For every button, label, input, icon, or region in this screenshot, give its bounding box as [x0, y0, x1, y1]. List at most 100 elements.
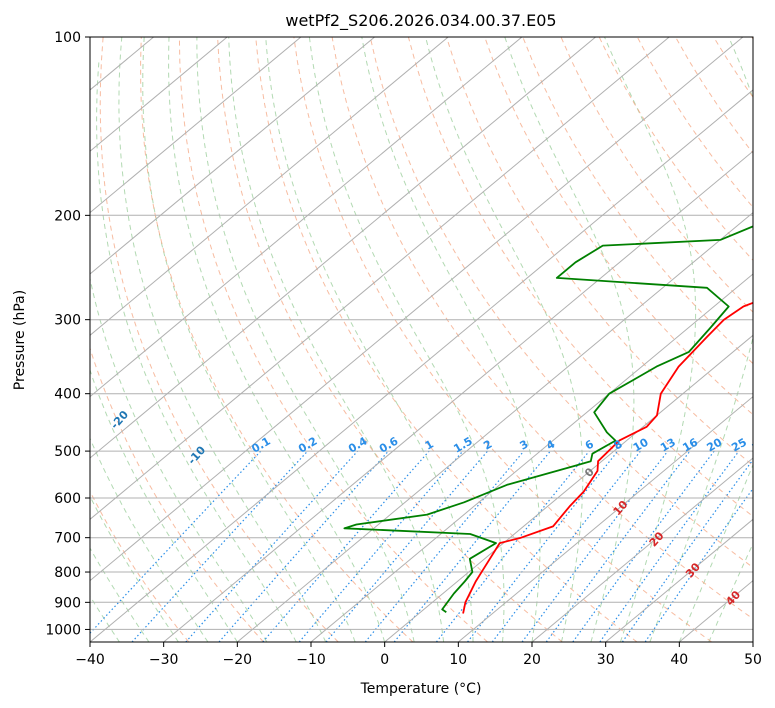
isotherm-line	[90, 37, 523, 398]
x-tick-label: 40	[670, 652, 688, 668]
moist-adiabat-line	[228, 37, 445, 642]
plot-frame	[89, 36, 754, 643]
moist-adiabat-line	[90, 276, 268, 642]
mixing-ratio-lines	[90, 450, 753, 642]
y-tick-label: 700	[54, 531, 81, 547]
dry-adiabat-line	[560, 37, 753, 313]
y-tick-label: 600	[54, 491, 81, 507]
mixing-ratio-label: 25	[729, 436, 749, 455]
mixing-ratio-label: 0.2	[296, 435, 319, 456]
moist-adiabat-line	[425, 37, 584, 642]
dry-adiabat-line	[407, 37, 753, 518]
mixing-ratio-label: 0.1	[249, 435, 272, 456]
isobar-gridlines	[90, 37, 753, 630]
moist-adiabat-line	[308, 37, 505, 642]
isotherm-line	[457, 395, 753, 642]
mixing-ratio-label: 0.6	[377, 434, 401, 455]
dry-adiabat-line	[369, 37, 753, 569]
dry-adiabat-line	[217, 37, 563, 642]
dry-adiabat-line	[751, 37, 753, 40]
mixing-ratio-label: 2	[481, 438, 494, 453]
y-axis-label: Pressure (hPa)	[12, 290, 28, 390]
isotherm-line	[163, 150, 753, 642]
x-tick-label: 20	[523, 652, 541, 668]
dry-adiabat-label: -10	[185, 443, 208, 467]
y-tick-label: 800	[54, 565, 81, 581]
dry-adiabat-line	[484, 37, 753, 416]
data-series	[343, 225, 753, 614]
isotherm-line	[236, 211, 753, 642]
y-tick-label: 900	[54, 595, 81, 611]
dry-adiabat-line	[178, 37, 488, 642]
y-tick-label: 1000	[45, 622, 81, 638]
y-tick-label: 100	[54, 30, 81, 46]
isotherm-line	[90, 37, 744, 582]
isotherm-line	[384, 334, 753, 642]
dry-adiabats	[90, 37, 753, 642]
dry-adiabat-line	[293, 37, 712, 642]
moist-adiabat-line	[604, 37, 697, 642]
x-tick-label: 10	[449, 652, 467, 668]
dry-adiabat-line	[90, 490, 190, 642]
moist-adiabat-line	[90, 495, 179, 642]
mixing-ratio-label: 4	[544, 437, 557, 452]
mixing-ratio-label: 36	[771, 435, 775, 454]
y-tick-label: 400	[54, 387, 81, 403]
moist-adiabat-line	[90, 437, 209, 642]
x-tick-label: 50	[744, 652, 762, 668]
isotherm-line	[678, 579, 753, 642]
moist-adiabat-line	[265, 37, 474, 642]
moist-adiabat-line	[708, 542, 753, 642]
moist-adiabat-line	[168, 37, 386, 642]
mixing-ratio-line	[435, 450, 590, 642]
x-tick-label: −40	[75, 652, 105, 668]
mixing-ratio-line	[325, 450, 489, 642]
skewed-isotherms	[90, 37, 753, 642]
dry-adiabat-line	[140, 37, 414, 642]
mixing-ratio-line	[393, 450, 551, 642]
mixing-ratio-label: 0.4	[346, 434, 370, 455]
isotherm-line	[310, 273, 753, 642]
line-labels: 0.10.20.40.611.52346810131620253036-100-…	[108, 408, 775, 608]
isotherm-line	[90, 37, 670, 520]
moist-adiabat-line	[361, 37, 541, 642]
chart-title: wetPf2_S206.2026.034.00.37.E05	[285, 11, 556, 31]
mixing-ratio-label: 1.5	[451, 435, 474, 456]
mixing-ratio-label: 16	[680, 435, 700, 454]
mixing-ratio-line	[298, 450, 464, 642]
isotherm-line	[752, 641, 753, 642]
y-tick-label: 200	[54, 208, 81, 224]
x-tick-label: 30	[597, 652, 615, 668]
mixing-ratio-label: 30	[750, 435, 770, 454]
mixing-ratio-line	[185, 450, 359, 642]
x-axis-ticks: −40 −30 −20 −10 0 10 20 30 40 50	[75, 642, 762, 668]
dry-adiabat-line	[90, 346, 264, 642]
isotherm-line	[90, 37, 375, 275]
mixing-ratio-line	[218, 450, 389, 642]
isotherm-line	[90, 37, 228, 152]
isotherm-line	[90, 37, 302, 214]
x-tick-label: −20	[223, 652, 253, 668]
series-line-0	[462, 301, 753, 614]
isotherm-line	[531, 457, 753, 642]
dry-adiabat-line	[636, 37, 753, 208]
moist-adiabat-line	[142, 37, 356, 642]
dry-adiabat-line	[446, 37, 753, 467]
isotherm-line	[90, 37, 596, 459]
moist-adiabat-line	[118, 37, 327, 642]
moist-adiabat-line	[90, 368, 238, 642]
moist-adiabats	[90, 37, 753, 642]
mixing-ratio-line	[545, 450, 691, 642]
x-tick-label: 0	[380, 652, 389, 668]
y-tick-label: 300	[54, 313, 81, 329]
mixing-ratio-line	[131, 450, 309, 642]
mixing-ratio-label: 1	[423, 438, 436, 453]
mixing-ratio-line	[572, 450, 715, 642]
series-line-1	[343, 225, 753, 613]
mixing-ratio-line	[90, 450, 262, 635]
dry-adiabat-line	[331, 37, 753, 620]
moist-adiabat-line	[649, 37, 753, 642]
isotherm-line	[90, 37, 449, 336]
mixing-ratio-line	[599, 450, 740, 642]
